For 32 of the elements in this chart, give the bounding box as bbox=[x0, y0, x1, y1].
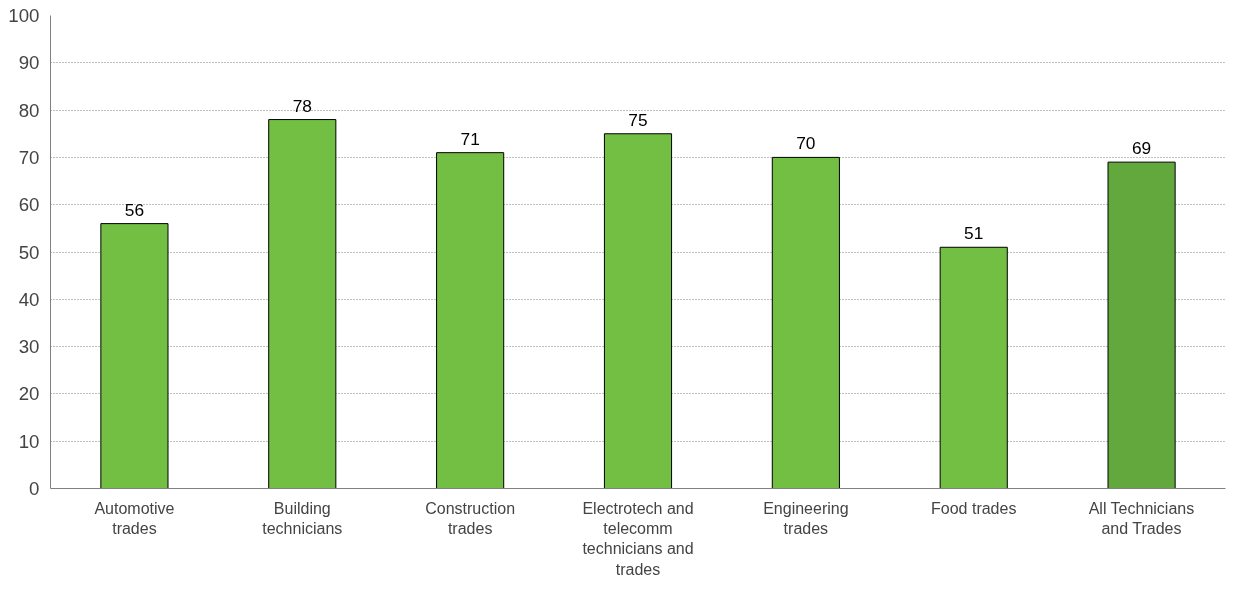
data-label: 71 bbox=[460, 128, 480, 149]
bar bbox=[939, 246, 1008, 489]
x-tick-label: Automotive trades bbox=[94, 499, 175, 537]
data-label: 70 bbox=[796, 133, 816, 154]
bar bbox=[268, 119, 337, 489]
y-tick-label: 80 bbox=[18, 99, 40, 121]
y-tick-label: 100 bbox=[8, 5, 40, 26]
data-label: 56 bbox=[124, 199, 145, 220]
data-label: 78 bbox=[292, 95, 312, 116]
bar bbox=[100, 223, 169, 489]
bar bbox=[771, 156, 840, 489]
data-label: 75 bbox=[628, 109, 648, 130]
data-label: 51 bbox=[964, 223, 984, 244]
y-tick-label: 10 bbox=[18, 430, 40, 452]
bar bbox=[1107, 161, 1176, 489]
y-tick-label: 0 bbox=[29, 478, 40, 499]
x-tick-label: Construction trades bbox=[425, 499, 516, 537]
y-tick-label: 50 bbox=[18, 241, 40, 263]
data-label: 69 bbox=[1131, 138, 1152, 159]
y-tick-label: 90 bbox=[18, 52, 40, 74]
y-tick-label: 70 bbox=[18, 146, 40, 168]
x-tick-label: Electrotech and telecomm technicians and trades bbox=[582, 499, 694, 578]
y-tick-label: 40 bbox=[18, 288, 40, 310]
x-tick-label: Engineering trades bbox=[763, 499, 849, 537]
y-tick-label: 60 bbox=[18, 194, 40, 216]
x-tick-label: Building technicians bbox=[262, 499, 343, 537]
x-tick-label: Food trades bbox=[931, 499, 1017, 517]
bar bbox=[436, 152, 505, 489]
bar bbox=[603, 133, 673, 489]
x-tick-label: All Technicians and Trades bbox=[1088, 499, 1195, 537]
y-tick-label: 30 bbox=[18, 336, 40, 358]
y-tick-label: 20 bbox=[18, 383, 40, 405]
